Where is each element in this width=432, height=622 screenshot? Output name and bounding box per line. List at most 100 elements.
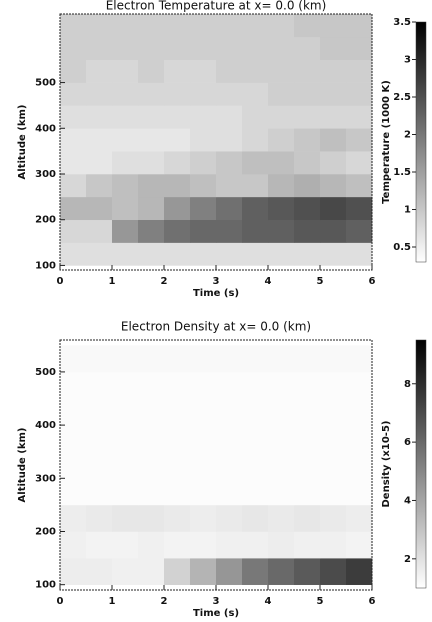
heat-cell [242, 219, 269, 243]
heat-cell [346, 128, 373, 152]
heat-cell [346, 398, 373, 426]
y-tick-label: 400 [35, 420, 56, 431]
heat-cell [294, 371, 321, 399]
x-tick-label: 4 [265, 276, 272, 287]
heat-cell [164, 504, 191, 532]
heat-cell [294, 36, 321, 61]
heat-cell [86, 478, 113, 506]
heat-cell [190, 36, 217, 61]
heat-cell [294, 174, 321, 198]
heat-cell [268, 451, 295, 479]
heat-cell [60, 345, 87, 373]
heat-cell [320, 531, 347, 559]
x-tick-label: 2 [161, 276, 168, 287]
heat-cell [216, 345, 243, 373]
colorbar-tick-label: 1.5 [393, 167, 411, 178]
x-tick-label: 1 [109, 596, 116, 607]
colorbar-tick-label: 0.5 [393, 242, 411, 253]
heat-cell [242, 345, 269, 373]
heat-cell [242, 371, 269, 399]
colorbar-tick-label: 3.5 [393, 17, 411, 28]
heat-cell [294, 425, 321, 453]
heat-cell [164, 14, 191, 38]
heat-cell [164, 478, 191, 506]
y-tick-label: 300 [35, 473, 56, 484]
heat-cell [86, 504, 113, 532]
heat-cell [112, 398, 139, 426]
heat-cell [60, 371, 87, 399]
x-axis-label: Time (s) [193, 288, 239, 299]
x-tick-label: 0 [57, 596, 64, 607]
x-tick-label: 0 [57, 276, 64, 287]
heat-cell [112, 451, 139, 479]
heat-cell [112, 105, 139, 129]
heat-cell [216, 504, 243, 532]
heat-cell [268, 196, 295, 221]
heat-cell [294, 14, 321, 38]
heat-cell [60, 82, 87, 106]
colorbar-tick-label: 3 [404, 55, 411, 66]
heat-cell [268, 174, 295, 198]
heat-cell [164, 398, 191, 426]
heat-cell [138, 398, 165, 426]
heat-cell [164, 105, 191, 129]
heat-cell [190, 14, 217, 38]
heat-cell [268, 398, 295, 426]
heat-cell [294, 451, 321, 479]
heat-cell [320, 82, 347, 106]
heat-cell [242, 82, 269, 106]
heat-cell [294, 531, 321, 559]
heat-cell [216, 242, 243, 266]
colorbar-label: Temperature (1000 K) [381, 80, 392, 204]
x-tick-label: 3 [213, 276, 220, 287]
heat-cell [112, 128, 139, 152]
heat-cell [242, 151, 269, 175]
heat-cell [346, 558, 373, 585]
heat-cell [112, 425, 139, 453]
heat-cell [164, 174, 191, 198]
heat-cell [190, 128, 217, 152]
heat-cell [268, 128, 295, 152]
heat-cell [346, 196, 373, 221]
y-axis-label: Altitude (km) [17, 105, 28, 180]
heat-cell [294, 196, 321, 221]
heat-cell [60, 105, 87, 129]
heat-cell [216, 531, 243, 559]
heat-cell [346, 36, 373, 61]
heat-cell [138, 478, 165, 506]
heat-cell [320, 478, 347, 506]
heat-cell [86, 151, 113, 175]
heat-cell [346, 242, 373, 266]
colorbar [415, 21, 427, 263]
heat-cell [320, 504, 347, 532]
heat-cell [86, 196, 113, 221]
heat-cell [268, 478, 295, 506]
heat-cell [216, 196, 243, 221]
heat-cell [164, 345, 191, 373]
heat-cell [294, 398, 321, 426]
heat-cell [138, 128, 165, 152]
heat-cell [164, 242, 191, 266]
heat-cell [268, 504, 295, 532]
y-tick-label: 400 [35, 123, 56, 134]
heat-cell [346, 478, 373, 506]
heat-cell [320, 558, 347, 585]
colorbar-tick-label: 2 [404, 554, 411, 565]
heat-cell [190, 59, 217, 83]
heat-cell [190, 82, 217, 106]
y-tick-label: 100 [35, 260, 56, 271]
heat-cell [138, 345, 165, 373]
heat-cell [86, 174, 113, 198]
colorbar-tick-label: 8 [404, 379, 411, 390]
heat-cell [346, 14, 373, 38]
y-tick-label: 200 [35, 215, 56, 226]
colorbar-tick-label: 4 [404, 495, 411, 506]
heat-cell [320, 345, 347, 373]
heat-cell [242, 398, 269, 426]
heat-cell [60, 36, 87, 61]
heat-cell [190, 105, 217, 129]
heat-cell [138, 174, 165, 198]
heat-cell [294, 219, 321, 243]
heat-cell [320, 242, 347, 266]
heat-cell [346, 219, 373, 243]
